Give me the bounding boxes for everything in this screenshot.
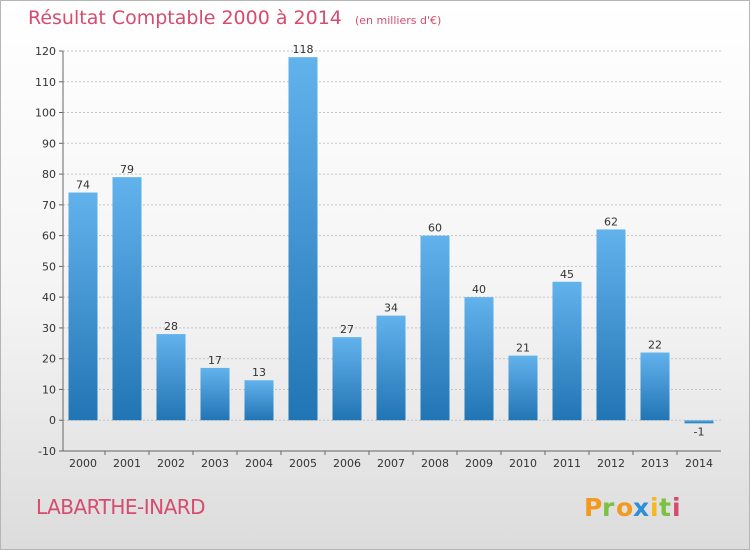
commune-name: LABARTHE-INARD <box>36 495 206 519</box>
data-labels: 74 79 28 17 13 118 27 34 60 40 21 45 62 22 -1 <box>76 43 704 438</box>
svg-text:r: r <box>602 493 615 522</box>
svg-text:i: i <box>650 493 659 522</box>
x-tick-label: 2013 <box>641 457 669 470</box>
data-label: 17 <box>208 354 222 367</box>
bar <box>332 337 362 421</box>
svg-text:t: t <box>659 493 671 522</box>
bar <box>420 235 450 421</box>
data-label: 22 <box>648 339 662 352</box>
x-tick-label: 2010 <box>509 457 537 470</box>
y-tick-label: 0 <box>49 414 56 427</box>
y-tick-label: 110 <box>35 76 56 89</box>
data-label: 27 <box>340 323 354 336</box>
svg-text:P: P <box>584 493 602 522</box>
svg-text:o: o <box>616 493 633 522</box>
chart-title: Résultat Comptable 2000 à 2014 (en milli… <box>28 7 441 29</box>
proxiti-logo: P r o x i t i <box>584 493 681 522</box>
x-tick-label: 2009 <box>465 457 493 470</box>
x-tick-label: 2014 <box>685 457 713 470</box>
bar <box>640 352 670 421</box>
x-tick-label: 2003 <box>201 457 229 470</box>
bar <box>684 420 714 424</box>
axes: -10 0 10 20 30 40 50 60 70 80 90 100 110 120 2000 2001 2… <box>35 45 721 470</box>
data-label: 118 <box>293 43 314 56</box>
chart-title-text: Résultat Comptable 2000 à 2014 <box>28 7 342 29</box>
x-tick-label: 2012 <box>597 457 625 470</box>
y-tick-label: 20 <box>42 353 56 366</box>
y-tick-label: 80 <box>42 168 56 181</box>
y-tick-label: -10 <box>38 445 56 458</box>
bar <box>156 334 186 421</box>
x-tick-label: 2007 <box>377 457 405 470</box>
y-tick-label: 120 <box>35 45 56 58</box>
x-tick-label: 2000 <box>69 457 97 470</box>
y-tick-label: 50 <box>42 260 56 273</box>
x-tick-label: 2011 <box>553 457 581 470</box>
bar <box>112 177 142 421</box>
x-tick-label: 2006 <box>333 457 361 470</box>
y-tick-label: 40 <box>42 291 56 304</box>
x-tick-label: 2001 <box>113 457 141 470</box>
bar <box>552 281 582 421</box>
x-tick-label: 2004 <box>245 457 273 470</box>
bar <box>464 297 494 421</box>
y-tick-label: 70 <box>42 199 56 212</box>
y-tick-label: 90 <box>42 137 56 150</box>
data-label: 21 <box>516 342 530 355</box>
chart-unit-text: (en milliers d'€) <box>354 14 442 27</box>
data-label: 34 <box>384 302 398 315</box>
bar <box>68 192 98 421</box>
y-tick-label: 10 <box>42 383 56 396</box>
bar <box>508 355 538 421</box>
data-label: 40 <box>472 283 486 296</box>
data-label: 13 <box>252 366 266 379</box>
y-tick-label: 60 <box>42 230 56 243</box>
data-label: 60 <box>428 222 442 235</box>
data-label: 74 <box>76 179 90 192</box>
data-label: 28 <box>164 320 178 333</box>
y-tick-label: 30 <box>42 322 56 335</box>
data-label: 62 <box>604 215 618 228</box>
bars <box>68 57 714 424</box>
data-label: -1 <box>694 425 705 438</box>
svg-text:x: x <box>633 493 649 522</box>
bar <box>200 367 230 421</box>
data-label: 79 <box>120 163 134 176</box>
x-tick-label: 2008 <box>421 457 449 470</box>
x-tick-label: 2005 <box>289 457 317 470</box>
bar <box>288 57 318 421</box>
bar <box>376 315 406 421</box>
bar <box>596 229 626 421</box>
svg-text:i: i <box>672 493 681 522</box>
data-label: 45 <box>560 268 574 281</box>
x-tick-label: 2002 <box>157 457 185 470</box>
y-tick-label: 100 <box>35 107 56 120</box>
bar <box>244 380 274 421</box>
